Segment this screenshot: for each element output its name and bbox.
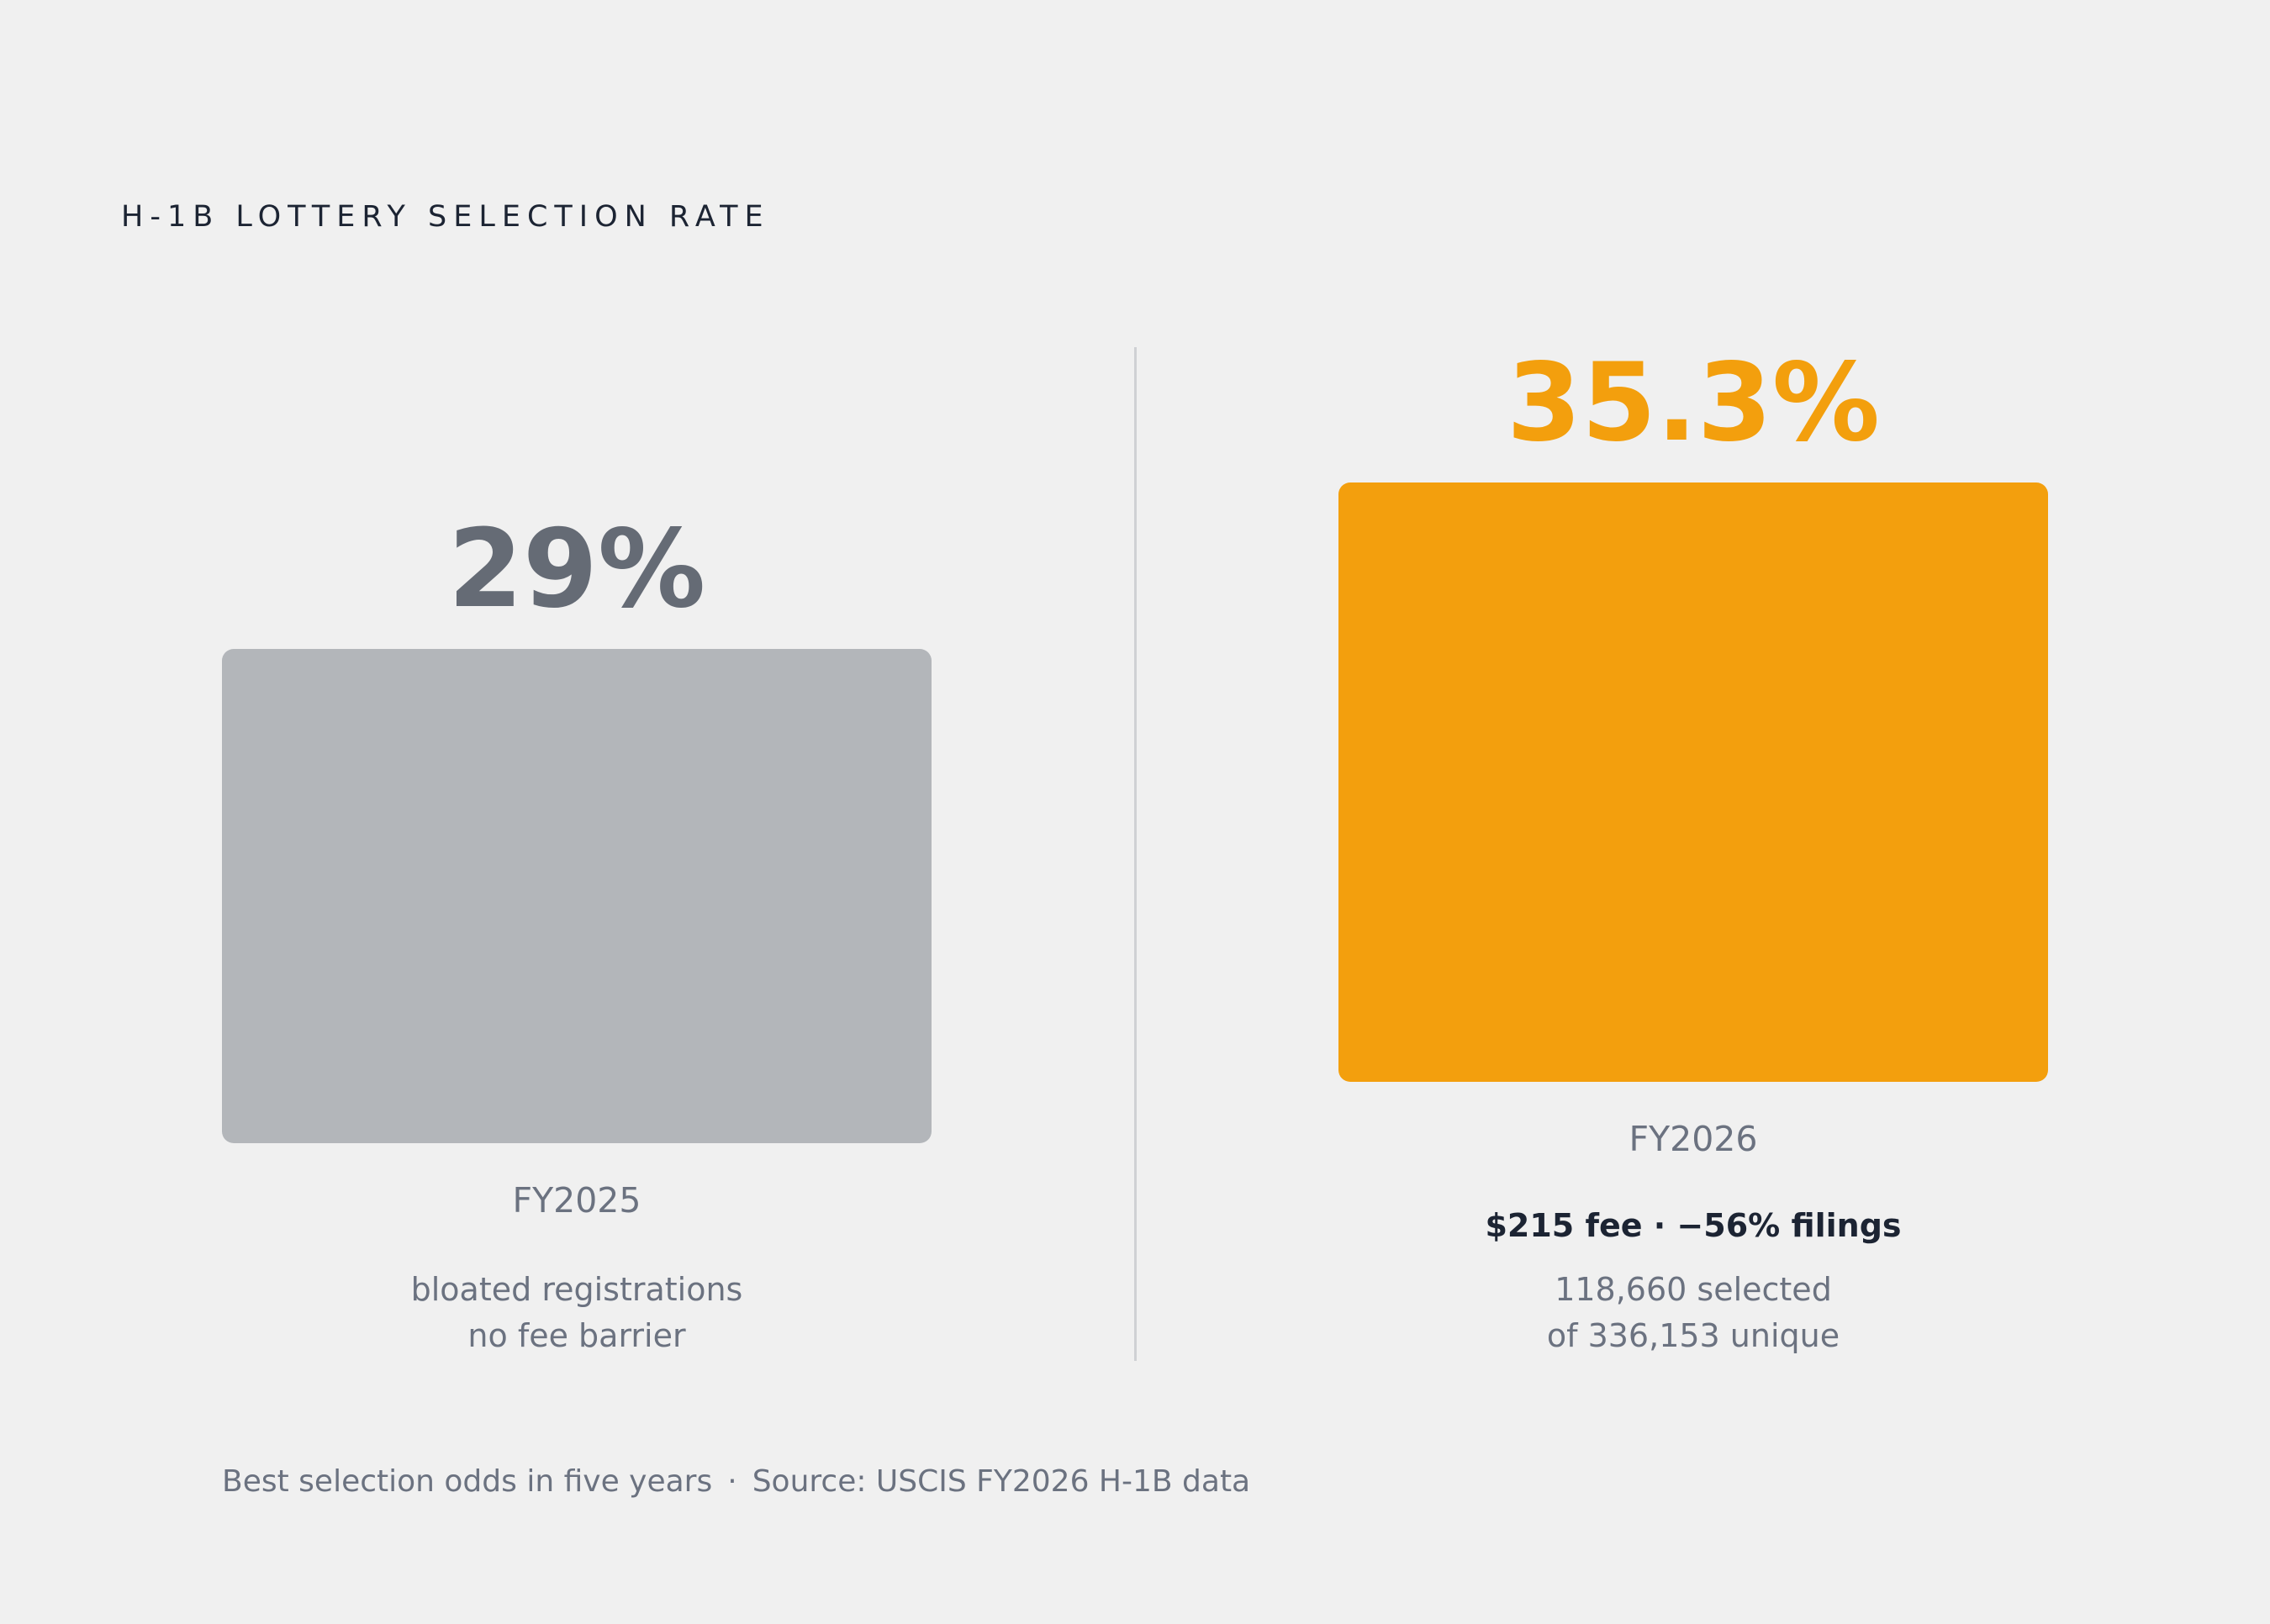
category-label-fy2026: FY2026 [1629, 1119, 1758, 1159]
highlight-fy2026: $215 fee · −56% filings [1485, 1207, 1902, 1244]
note-fy2026-line2: of 336,153 unique [1546, 1317, 1840, 1354]
category-label-fy2025: FY2025 [512, 1180, 641, 1221]
footer: Best selection odds in five years · Source… [222, 1464, 1250, 1499]
note-fy2025: bloated registrations no fee barrier [222, 1267, 932, 1359]
footer-note: Best selection odds in five years [222, 1464, 713, 1499]
footer-source: Source: USCIS FY2026 H-1B data [752, 1464, 1251, 1499]
bar-fy2025 [222, 649, 932, 1143]
value-label-fy2026: 35.3% [1506, 340, 1881, 466]
column-divider [1134, 347, 1137, 1361]
column-fy2025: 29% FY2025 bloated registrations no fee … [222, 0, 932, 1624]
chart-title: H-1B LOTTERY SELECTION RATE [121, 200, 770, 234]
note-fy2025-line1: bloated registrations [410, 1271, 743, 1308]
note-fy2025-line2: no fee barrier [467, 1317, 686, 1354]
note-fy2026: 118,660 selected of 336,153 unique [1338, 1267, 2048, 1359]
column-fy2026: 35.3% FY2026 $215 fee · −56% filings 118… [1338, 0, 2048, 1624]
note-fy2026-line1: 118,660 selected [1555, 1271, 1832, 1308]
value-label-fy2025: 29% [447, 507, 706, 632]
footer-separator: · [727, 1464, 737, 1499]
bar-fy2026 [1338, 482, 2048, 1082]
